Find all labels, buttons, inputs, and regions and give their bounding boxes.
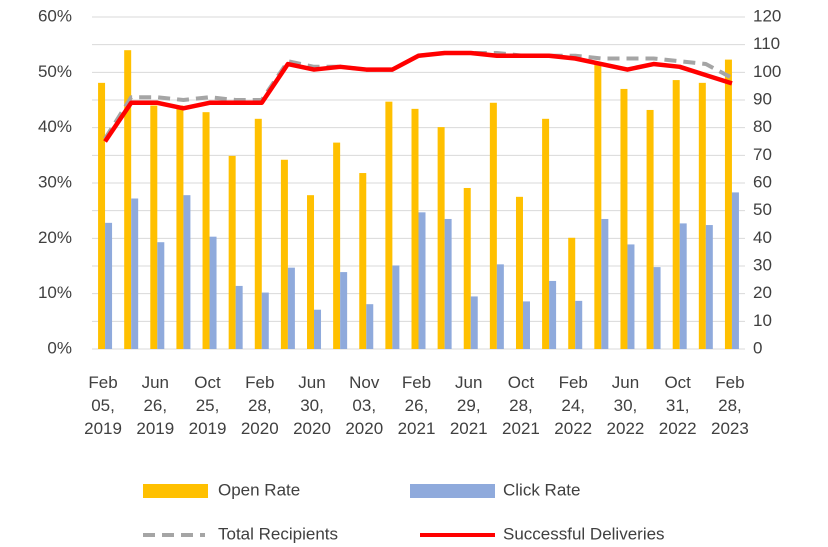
bar <box>463 187 471 349</box>
bar <box>411 108 419 349</box>
bar <box>176 105 184 350</box>
y2-tick-label: 50 <box>753 200 772 219</box>
x-tick-label: Oct 31, 2022 <box>658 373 697 438</box>
bar <box>575 300 583 349</box>
bar <box>679 223 687 349</box>
x-tick-label: Oct 25, 2019 <box>188 373 227 438</box>
y2-tick-label: 110 <box>753 34 780 53</box>
bar <box>392 265 400 349</box>
bar <box>105 222 113 349</box>
bar <box>333 142 341 349</box>
y-tick-label: 10% <box>38 283 72 302</box>
bar <box>183 195 191 349</box>
x-tick-label: Feb 28, 2020 <box>240 373 279 438</box>
bar <box>314 309 322 349</box>
bar <box>124 50 132 349</box>
bar <box>307 195 315 349</box>
x-tick-label: Feb 24, 2022 <box>554 373 593 438</box>
bar <box>731 192 739 349</box>
bar <box>594 64 602 350</box>
bar <box>724 59 732 350</box>
bar <box>98 82 106 349</box>
y2-tick-label: 30 <box>753 255 772 274</box>
bar <box>209 236 217 349</box>
bar <box>418 212 426 349</box>
y-tick-label: 50% <box>38 62 72 81</box>
y2-tick-label: 100 <box>753 62 781 81</box>
bar <box>496 264 504 349</box>
bar <box>542 118 550 350</box>
y2-tick-label: 10 <box>753 311 772 330</box>
bar <box>359 173 367 349</box>
bar <box>515 196 523 349</box>
y2-tick-label: 80 <box>753 117 772 136</box>
bar <box>254 118 262 350</box>
x-tick-label: Oct 28, 2021 <box>502 373 540 438</box>
bar <box>470 296 478 349</box>
x-tick-label: Jun 29, 2021 <box>449 373 488 438</box>
bar <box>444 218 452 349</box>
bar <box>522 301 530 349</box>
bar <box>646 109 654 350</box>
bar <box>366 304 374 349</box>
bar <box>601 218 609 349</box>
x-tick-label: Jun 26, 2019 <box>136 373 175 438</box>
legend-label: Click Rate <box>503 480 580 499</box>
y2-tick-label: 90 <box>753 89 772 108</box>
bar <box>672 80 680 349</box>
y-tick-label: 30% <box>38 172 72 191</box>
y-tick-label: 60% <box>38 6 72 25</box>
bar <box>705 225 713 349</box>
bar <box>340 272 348 349</box>
bar <box>437 127 445 349</box>
bar <box>568 237 576 349</box>
bar <box>620 88 628 349</box>
legend-swatch <box>410 484 495 498</box>
bar <box>261 292 269 349</box>
y2-tick-label: 40 <box>753 228 772 247</box>
y-tick-label: 0% <box>47 338 72 357</box>
x-tick-label: Feb 26, 2021 <box>397 373 436 438</box>
legend-label: Total Recipients <box>218 524 338 543</box>
bar <box>235 285 243 349</box>
bar <box>549 280 557 349</box>
x-tick-label: Feb 28, 2023 <box>711 373 749 438</box>
legend-label: Successful Deliveries <box>503 524 665 543</box>
legend-swatch <box>143 484 208 498</box>
y2-tick-label: 120 <box>753 6 781 25</box>
bar <box>280 159 288 349</box>
x-tick-label: Nov 03, 2020 <box>345 373 384 438</box>
bar <box>653 267 661 349</box>
x-tick-label: Jun 30, 2022 <box>606 373 645 438</box>
line <box>103 50 733 143</box>
bar <box>228 155 236 349</box>
bar <box>385 101 393 349</box>
bar <box>489 102 497 350</box>
y2-tick-label: 60 <box>753 172 772 191</box>
bar <box>150 105 158 350</box>
bar <box>157 242 165 349</box>
bar <box>698 82 706 349</box>
legend-label: Open Rate <box>218 480 300 499</box>
bar <box>627 244 635 349</box>
bar <box>202 112 210 349</box>
y2-tick-label: 20 <box>753 283 772 302</box>
y2-tick-label: 0 <box>753 338 762 357</box>
y-tick-label: 20% <box>38 228 72 247</box>
x-tick-label: Jun 30, 2020 <box>293 373 331 438</box>
x-tick-label: Feb 05, 2019 <box>84 373 122 438</box>
y2-tick-label: 70 <box>753 145 772 164</box>
bar <box>131 198 139 349</box>
y-tick-label: 40% <box>38 117 72 136</box>
bar <box>287 267 295 349</box>
